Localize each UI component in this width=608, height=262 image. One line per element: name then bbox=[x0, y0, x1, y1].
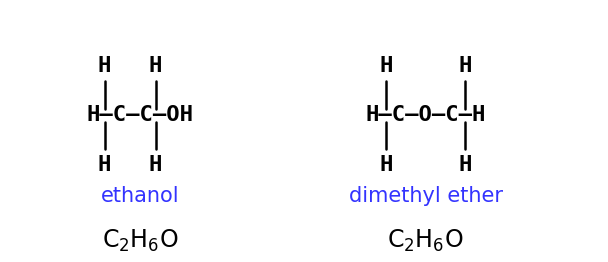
Text: H: H bbox=[98, 155, 111, 175]
Text: H: H bbox=[379, 56, 393, 75]
Text: dimethyl ether: dimethyl ether bbox=[348, 187, 503, 206]
Text: H: H bbox=[98, 56, 111, 75]
Text: H: H bbox=[149, 56, 162, 75]
Text: $\mathsf{C_2H_6O}$: $\mathsf{C_2H_6O}$ bbox=[102, 228, 178, 254]
Text: H: H bbox=[149, 155, 162, 175]
Text: H: H bbox=[458, 155, 472, 175]
Text: H: H bbox=[379, 155, 393, 175]
Text: $\mathsf{C_2H_6O}$: $\mathsf{C_2H_6O}$ bbox=[387, 228, 464, 254]
Text: H–C–C–OH: H–C–C–OH bbox=[86, 105, 193, 125]
Text: H: H bbox=[458, 56, 472, 75]
Text: H–C–O–C–H: H–C–O–C–H bbox=[365, 105, 486, 125]
Text: ethanol: ethanol bbox=[100, 187, 179, 206]
